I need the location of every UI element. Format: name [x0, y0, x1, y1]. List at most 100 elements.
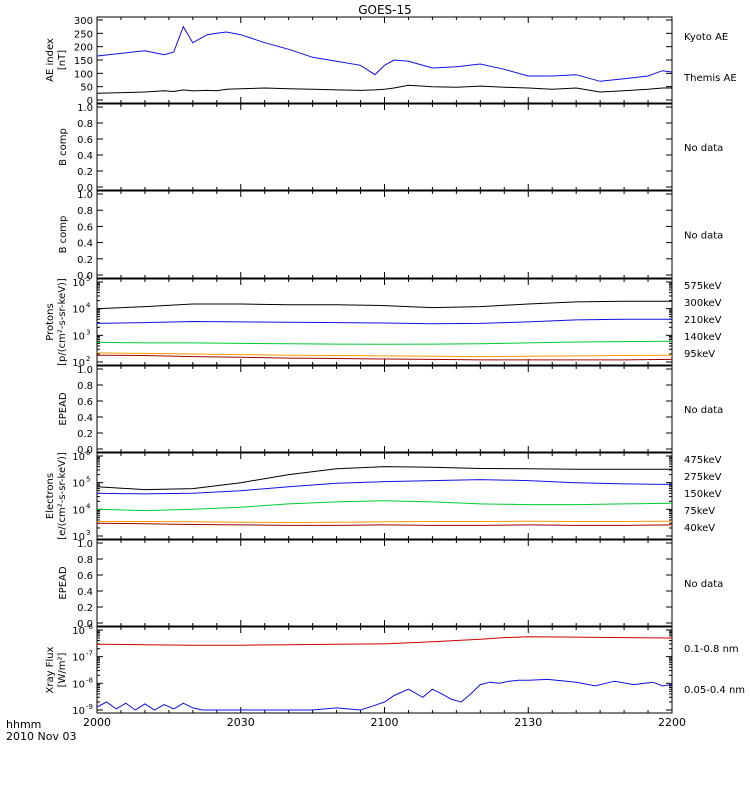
x-axis-label-hhmm: hhmm: [6, 718, 41, 731]
y-tick-label: 10: [72, 452, 85, 463]
y-tick-label: 0.8: [77, 119, 93, 130]
y-tick-label: 200: [74, 43, 93, 54]
series-line-95kev: [96, 300, 672, 310]
y-tick-label: 0.2: [77, 255, 93, 266]
series-line-kyoto-ae: [96, 25, 673, 82]
series-line-75kev: [96, 479, 673, 495]
y-tick-exponent: 3: [86, 328, 90, 336]
xray-ylabel: Xray Flux: [45, 646, 56, 693]
y-tick-exponent: -6: [86, 623, 94, 631]
series-line-275kev: [97, 520, 673, 524]
y-tick-label: 0.2: [77, 167, 93, 178]
xray-ylabel-units: [W/m²]: [57, 652, 68, 687]
y-tick-label: 10: [72, 532, 85, 543]
protons-ylabel: Protons: [45, 303, 56, 340]
legend-label: 275keV: [684, 472, 722, 483]
ae-ylabel: AE index: [45, 38, 56, 82]
y-tick-label: 0.6: [77, 222, 93, 233]
bcomp1-panel: 0.0 0.2 0.4 0.6 0.8 1.0 B comp No data: [58, 103, 723, 194]
y-tick-label: 100: [74, 69, 93, 80]
y-tick-label: 0.2: [77, 603, 93, 614]
y-tick-label: 0.4: [77, 239, 93, 250]
y-tick-label: 150: [74, 56, 93, 67]
panel-frame: [96, 190, 673, 279]
y-tick-label: 10: [72, 305, 85, 316]
y-tick-label: 300: [74, 16, 93, 27]
legend-label: 75keV: [684, 506, 715, 517]
panel-frame: [96, 452, 673, 540]
y-tick-exponent: 3: [86, 529, 90, 537]
x-tick-label: 2000: [83, 716, 111, 729]
y-tick-label: 10: [72, 278, 85, 289]
series-line-0-1-0-8-nm: [96, 636, 673, 646]
legend-label: Kyoto AE: [684, 32, 728, 43]
y-tick-exponent: -8: [86, 676, 93, 684]
legend-label: 0.05-0.4 nm: [684, 685, 745, 696]
y-tick-label: 0.4: [77, 413, 93, 424]
ae-ylabel-units: [nT]: [57, 50, 68, 70]
panel-frame: [96, 626, 673, 714]
legend-label: 210keV: [684, 315, 722, 326]
y-tick-label: 10: [72, 706, 85, 717]
y-tick-label: 1.0: [77, 539, 93, 550]
y-tick-exponent: 2: [86, 355, 90, 363]
y-tick-label: 10: [72, 331, 85, 342]
no-data-label: No data: [684, 579, 723, 590]
y-tick-label: 10: [72, 653, 85, 664]
legend-label: 150keV: [684, 489, 722, 500]
y-tick-exponent: -7: [86, 650, 93, 658]
no-data-label: No data: [684, 231, 723, 242]
y-tick-label: 0.4: [77, 587, 93, 598]
y-tick-exponent: 6: [86, 449, 91, 457]
epead1-ylabel: EPEAD: [58, 392, 69, 426]
panel-frame: [96, 103, 673, 191]
legend-label: 40keV: [684, 523, 715, 534]
y-tick-label: 10: [72, 358, 85, 369]
series-line-40kev: [96, 466, 672, 491]
epead1-panel: 0.0 0.2 0.4 0.6 0.8 1.0 EPEAD No data: [58, 365, 723, 456]
y-tick-label: 0.0: [77, 619, 93, 630]
protons-ylabel-units: [p/(cm²-s-sr-keV)]: [57, 278, 68, 366]
y-tick-label: 10: [72, 679, 85, 690]
y-tick-label: 0.0: [77, 271, 93, 282]
no-data-label: No data: [684, 143, 723, 154]
bcomp2-ylabel: B comp: [58, 216, 69, 254]
legend-label: 475keV: [684, 455, 722, 466]
y-tick-label: 0.6: [77, 397, 93, 408]
electrons-ylabel-units: [e/(cm²-s-sr-keV)]: [57, 452, 68, 540]
x-tick-label: 2200: [658, 716, 686, 729]
y-tick-label: 0.4: [77, 151, 93, 162]
series-line-0-05-0-4-nm: [96, 678, 673, 711]
series-line-575kev: [96, 354, 673, 361]
x-axis-label-date: 2010 Nov 03: [6, 730, 76, 743]
y-tick-label: 10: [72, 479, 85, 490]
legend-label: 300keV: [684, 298, 722, 309]
series-line-475kev: [96, 522, 673, 526]
y-tick-label: 0.8: [77, 381, 93, 392]
y-tick-label: 1.0: [77, 103, 93, 114]
electrons-ylabel: Electrons: [45, 473, 56, 519]
series-line-150kev: [96, 500, 673, 512]
panels-group: 0 50 100 150 200 250 300 AE index [nT] Kyoto AE Th…: [45, 16, 745, 729]
y-tick-label: 10: [72, 626, 85, 637]
series-line-300kev: [96, 352, 673, 358]
bcomp1-ylabel: B comp: [58, 128, 69, 166]
panel-frame: [96, 365, 673, 453]
x-tick-label: 2130: [514, 716, 542, 729]
y-tick-label: 0.8: [77, 206, 93, 217]
y-tick-exponent: 5: [86, 275, 90, 283]
series-line-210kev: [96, 340, 673, 345]
y-tick-label: 0.2: [77, 429, 93, 440]
y-tick-label: 0.6: [77, 135, 93, 146]
x-tick-label: 2100: [371, 716, 399, 729]
legend-label: Themis AE: [683, 73, 737, 84]
y-tick-exponent: -9: [86, 703, 93, 711]
bcomp2-panel: 0.0 0.2 0.4 0.6 0.8 1.0 B comp No data: [58, 190, 723, 282]
y-tick-label: 250: [74, 29, 93, 40]
y-tick-label: 1.0: [77, 365, 93, 376]
y-tick-label: 0.0: [77, 183, 93, 194]
x-tick-label: 2030: [227, 716, 255, 729]
